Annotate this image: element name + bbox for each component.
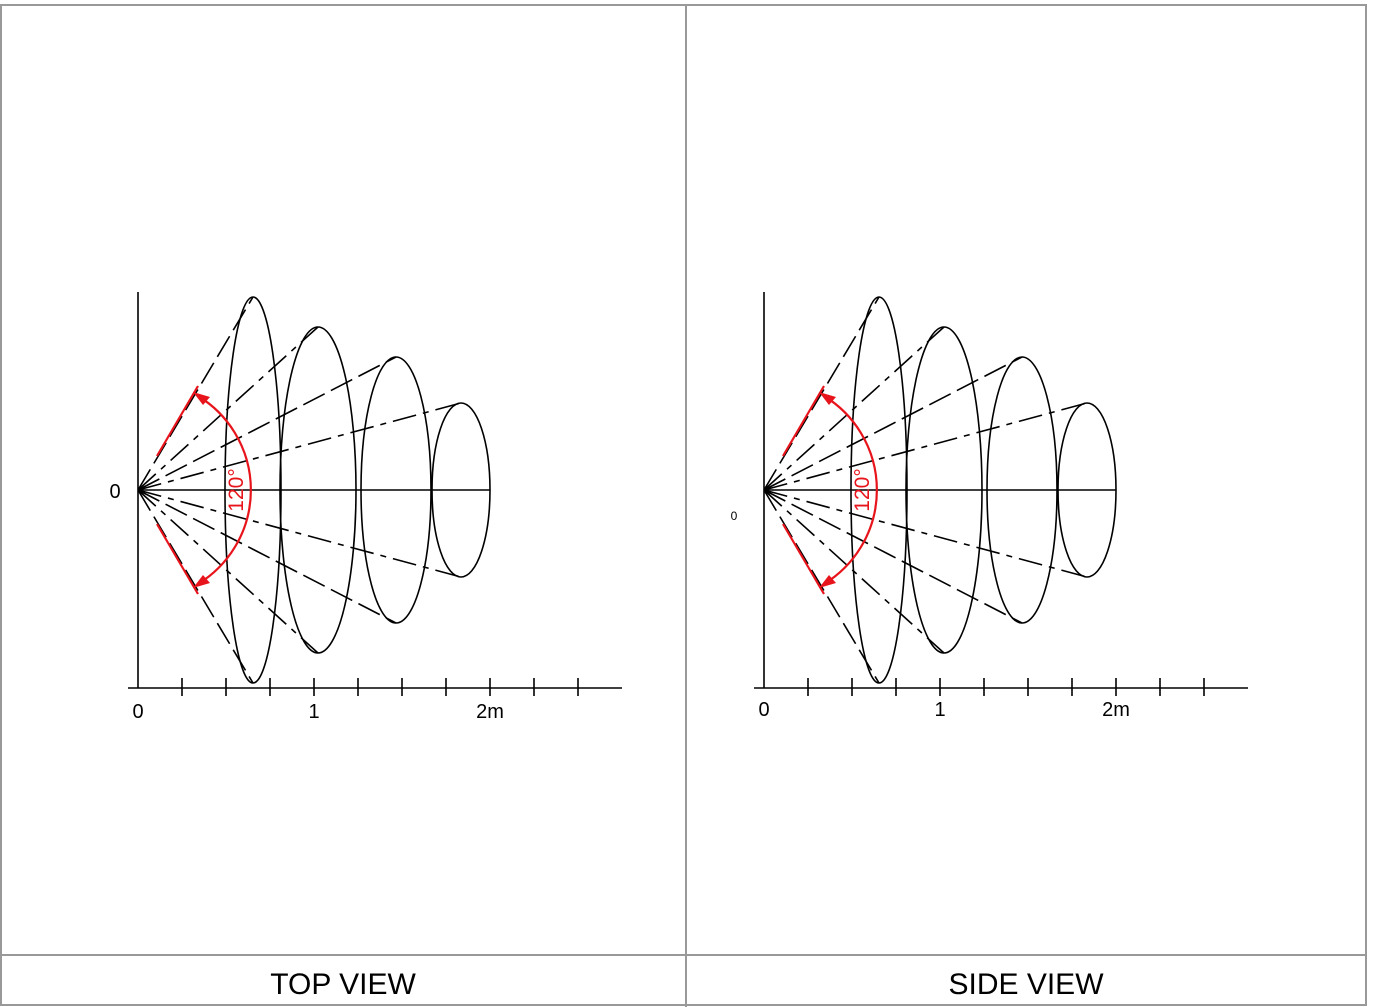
panel-caption: SIDE VIEW xyxy=(948,968,1104,1001)
table-frame xyxy=(0,4,1367,1007)
extension-line-lower xyxy=(782,523,825,595)
scale-ticks xyxy=(181,678,579,696)
angle-arc xyxy=(823,395,878,585)
scale-ticks xyxy=(807,678,1205,696)
side-view-diagram xyxy=(754,292,1248,696)
angle-arc xyxy=(197,395,252,585)
detection-zone-2 xyxy=(137,326,357,654)
x-tick-label-2m: 2m xyxy=(1102,699,1130,721)
arrow-head-upper xyxy=(819,392,836,405)
top-view-diagram xyxy=(128,292,622,696)
detection-zone-3 xyxy=(137,356,432,624)
angle-label: 120° xyxy=(851,468,874,511)
arrow-head-upper xyxy=(193,392,210,405)
arrow-head-lower xyxy=(193,575,210,588)
detection-zone-2 xyxy=(763,326,983,654)
detection-zone-4 xyxy=(763,402,1117,578)
detection-zone-4 xyxy=(137,402,491,578)
x-tick-label-2m: 2m xyxy=(476,701,504,723)
top-view-panel: 120° 0 0 1 2m TOP VIEW xyxy=(109,292,622,1001)
extension-line-upper xyxy=(782,385,825,457)
x-tick-label-1: 1 xyxy=(934,699,945,721)
panel-caption: TOP VIEW xyxy=(270,968,416,1001)
angle-label: 120° xyxy=(225,468,248,511)
x-tick-label-1: 1 xyxy=(308,701,319,723)
y-origin-label: 0 xyxy=(109,481,120,503)
extension-line-lower xyxy=(156,523,199,595)
arrow-head-lower xyxy=(819,575,836,588)
outer-border xyxy=(0,4,1367,1006)
angle-dimension xyxy=(782,385,878,595)
side-view-panel: 120° 0 0 1 2m SIDE VIEW xyxy=(731,292,1248,1001)
x-tick-label-0: 0 xyxy=(758,699,769,721)
x-tick-label-0: 0 xyxy=(132,701,143,723)
angle-dimension xyxy=(156,385,252,595)
y-origin-label: 0 xyxy=(731,509,738,523)
detection-zone-3 xyxy=(763,356,1058,624)
extension-line-upper xyxy=(156,385,199,457)
